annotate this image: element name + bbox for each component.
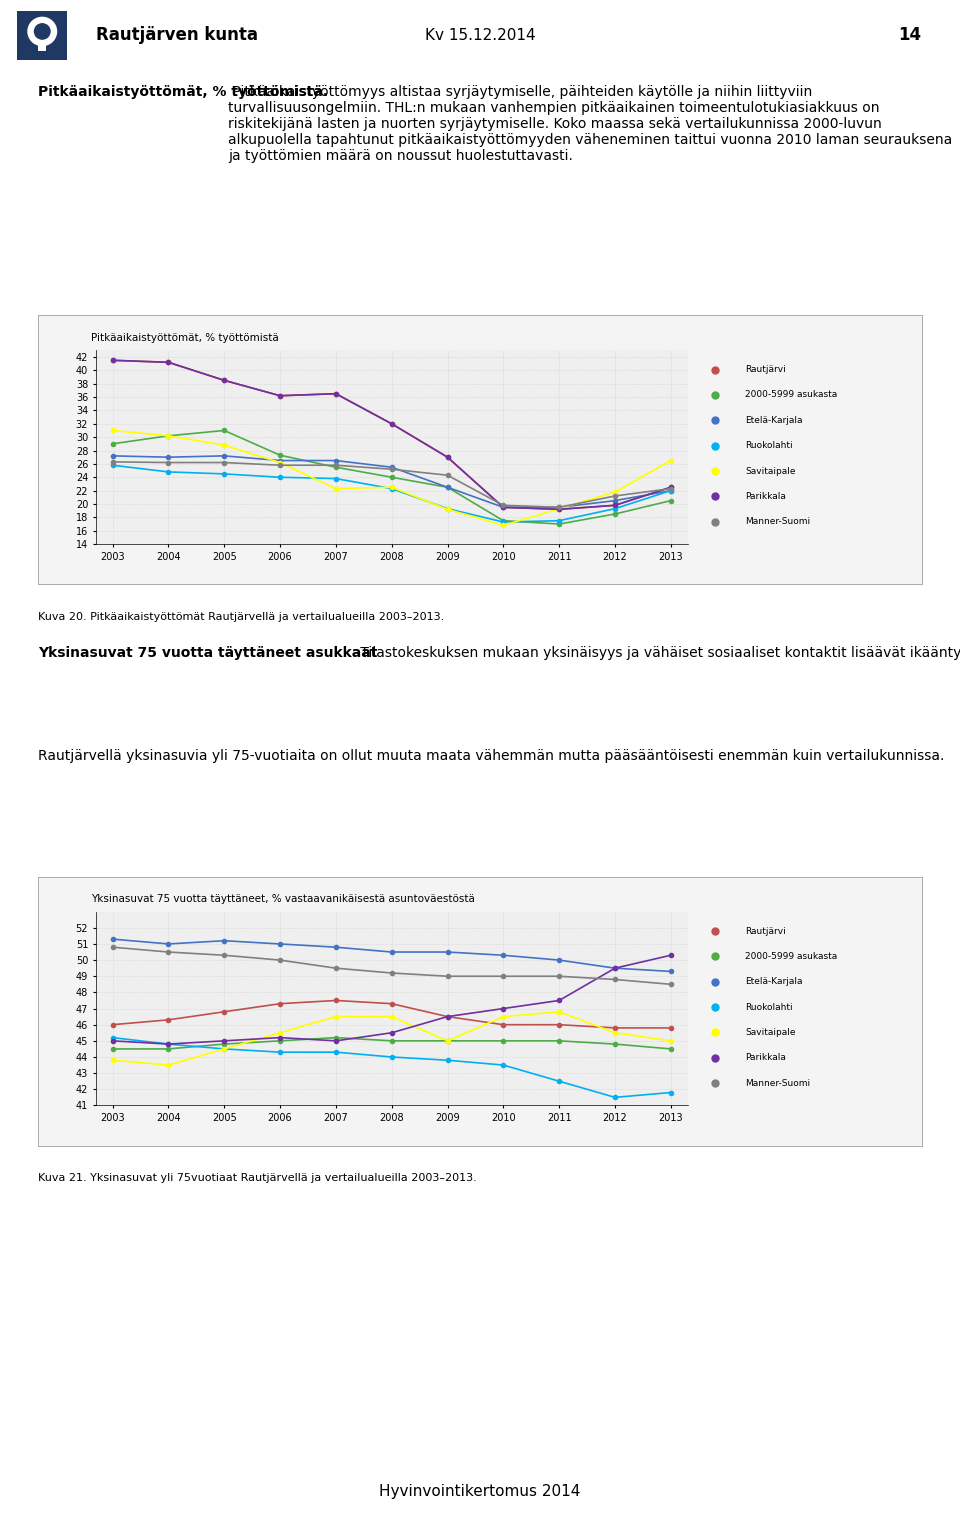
Text: Manner-Suomi: Manner-Suomi — [746, 517, 810, 526]
Text: Kuva 20. Pitkäaikaistyöttömät Rautjärvellä ja vertailualueilla 2003–2013.: Kuva 20. Pitkäaikaistyöttömät Rautjärvel… — [38, 612, 444, 623]
Text: Pitkäaikaistyöttömyys altistaa syrjäytymiselle, päihteiden käytölle ja niihin li: Pitkäaikaistyöttömyys altistaa syrjäytym… — [228, 85, 952, 163]
Text: 14: 14 — [899, 26, 922, 45]
Text: Yksinasuvat 75 vuotta täyttäneet, % vastaavanikäisestä asuntoväestöstä: Yksinasuvat 75 vuotta täyttäneet, % vast… — [91, 894, 475, 904]
Text: Ruokolahti: Ruokolahti — [746, 441, 793, 451]
Text: Yksinasuvat 75 vuotta täyttäneet asukkaat: Yksinasuvat 75 vuotta täyttäneet asukkaa… — [38, 646, 378, 660]
Text: Pitkäaikaistyöttömät, % työttömistä: Pitkäaikaistyöttömät, % työttömistä — [91, 332, 278, 343]
Text: Kv 15.12.2014: Kv 15.12.2014 — [424, 28, 536, 43]
Text: Savitaipale: Savitaipale — [746, 466, 796, 475]
Text: Tilastokeskuksen mukaan yksinäisyys ja vähäiset sosiaaliset kontaktit lisäävät i: Tilastokeskuksen mukaan yksinäisyys ja v… — [356, 646, 960, 660]
Text: Savitaipale: Savitaipale — [746, 1027, 796, 1037]
Text: Parikkala: Parikkala — [746, 1054, 786, 1063]
Circle shape — [27, 17, 58, 46]
Text: Rautjärvi: Rautjärvi — [746, 365, 786, 374]
Text: Rautjärven kunta: Rautjärven kunta — [96, 26, 258, 45]
Text: 2000-5999 asukasta: 2000-5999 asukasta — [746, 952, 838, 961]
Text: Etelä-Karjala: Etelä-Karjala — [746, 415, 803, 424]
Text: Rautjärvellä yksinasuvia yli 75-vuotiaita on ollut muuta maata vähemmän mutta pä: Rautjärvellä yksinasuvia yli 75-vuotiait… — [38, 749, 945, 763]
Text: Manner-Suomi: Manner-Suomi — [746, 1078, 810, 1087]
Text: Ruokolahti: Ruokolahti — [746, 1003, 793, 1012]
Text: Rautjärvi: Rautjärvi — [746, 926, 786, 935]
Text: 2000-5999 asukasta: 2000-5999 asukasta — [746, 391, 838, 400]
Text: Pitkäaikaistyöttömät, % työttömistä.: Pitkäaikaistyöttömät, % työttömistä. — [38, 85, 328, 98]
Circle shape — [34, 23, 51, 40]
Text: Etelä-Karjala: Etelä-Karjala — [746, 977, 803, 986]
Bar — [38, 45, 46, 51]
Text: Kuva 21. Yksinasuvat yli 75vuotiaat Rautjärvellä ja vertailualueilla 2003–2013.: Kuva 21. Yksinasuvat yli 75vuotiaat Raut… — [38, 1173, 477, 1184]
Text: Parikkala: Parikkala — [746, 492, 786, 501]
Text: Hyvinvointikertomus 2014: Hyvinvointikertomus 2014 — [379, 1484, 581, 1500]
